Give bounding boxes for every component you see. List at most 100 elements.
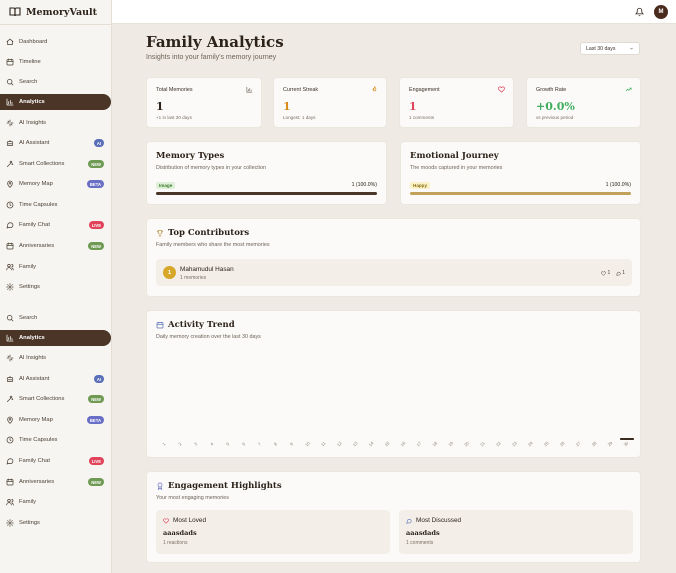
sidebar-item-family-chat[interactable]: Family Chat LIVE bbox=[0, 217, 111, 233]
sidebar-item-ai-assistant[interactable]: AI Assistant AI bbox=[0, 371, 111, 387]
most-discussed-header: Most Discussed bbox=[406, 517, 461, 524]
chart-tick-label: 13 bbox=[352, 440, 359, 447]
sidebar-item-search[interactable]: Search bbox=[0, 310, 111, 326]
sidebar-item-search[interactable]: Search bbox=[0, 74, 111, 90]
sidebar-item-label: Dashboard bbox=[19, 39, 48, 45]
chart-tick-label: 3 bbox=[193, 441, 199, 447]
section-subtitle: Family members who share the most memori… bbox=[156, 242, 270, 248]
chart-tick-label: 29 bbox=[607, 440, 614, 447]
contributor-row[interactable]: 1 Mahamudul Hasan 1 memories 1 1 bbox=[156, 259, 632, 286]
most-discussed-box[interactable]: Most Discussed aaasdads 1 comments bbox=[399, 510, 633, 554]
sidebar-item-label: AI Insights bbox=[19, 355, 47, 361]
users-icon bbox=[6, 263, 14, 271]
sparkle-icon bbox=[6, 119, 14, 127]
nav-badge: AI bbox=[93, 375, 104, 383]
sidebar-item-label: Analytics bbox=[19, 335, 45, 341]
heart-icon bbox=[163, 517, 169, 524]
type-bar-fill bbox=[156, 192, 377, 195]
brand-name: MemoryVault bbox=[26, 6, 98, 18]
sidebar-item-ai-insights[interactable]: AI Insights bbox=[0, 350, 111, 366]
sidebar-item-ai-insights[interactable]: AI Insights bbox=[0, 115, 111, 131]
sidebar-item-label: Family Chat bbox=[19, 222, 50, 228]
period-select[interactable]: Last 30 days bbox=[580, 42, 640, 55]
activity-trend-card: Activity Trend Daily memory creation ove… bbox=[146, 310, 641, 458]
sidebar-item-family[interactable]: Family bbox=[0, 494, 111, 510]
chart-tick-label: 2 bbox=[177, 441, 183, 447]
chart-tick-label: 6 bbox=[241, 441, 247, 447]
sidebar-item-dashboard[interactable]: Dashboard bbox=[0, 34, 111, 50]
sidebar-item-settings[interactable]: Settings bbox=[0, 515, 111, 531]
calendar-icon bbox=[156, 322, 164, 329]
chart-tick-label: 11 bbox=[320, 440, 327, 447]
type-count: 1 (100.0%) bbox=[351, 182, 377, 188]
stat-sub: +1 in last 30 days bbox=[156, 115, 192, 120]
contributor-stats: 1 1 bbox=[601, 270, 625, 276]
chat-icon bbox=[6, 221, 14, 229]
chart-tick-label: 20 bbox=[463, 440, 470, 447]
sidebar-item-label: Anniversaries bbox=[19, 243, 55, 249]
chart-bar bbox=[620, 438, 634, 440]
sidebar-item-anniversaries[interactable]: Anniversaries NEW bbox=[0, 474, 111, 490]
brand[interactable]: MemoryVault bbox=[9, 5, 97, 19]
bar-chart-icon bbox=[6, 334, 14, 342]
top-contributors-card: Top Contributors Family members who shar… bbox=[146, 218, 641, 297]
sidebar-item-label: Smart Collections bbox=[19, 161, 65, 167]
stat-label: Total Memories bbox=[156, 87, 193, 93]
stat-card-engagement: Engagement 1 1 comments bbox=[399, 77, 514, 128]
trend-up-icon bbox=[625, 87, 632, 92]
nav-badge: AI bbox=[93, 139, 104, 147]
emotional-journey-card: Emotional Journey The moods captured in … bbox=[400, 141, 641, 205]
nav-badge: NEW bbox=[88, 242, 104, 250]
sidebar-item-label: Family bbox=[19, 499, 37, 505]
mood-count: 1 (100.0%) bbox=[605, 182, 631, 188]
sidebar-item-memory-map[interactable]: Memory Map BETA bbox=[0, 412, 111, 428]
section-title-text: Engagement Highlights bbox=[168, 481, 282, 491]
contributor-name: Mahamudul Hasan bbox=[180, 266, 234, 273]
sidebar-item-smart-collections[interactable]: Smart Collections NEW bbox=[0, 156, 111, 172]
chart-tick-label: 18 bbox=[431, 440, 438, 447]
sidebar-item-memory-map[interactable]: Memory Map BETA bbox=[0, 176, 111, 192]
sidebar-item-ai-assistant[interactable]: AI Assistant AI bbox=[0, 135, 111, 151]
sidebar-item-time-capsules[interactable]: Time Capsules bbox=[0, 432, 111, 448]
heart-icon bbox=[601, 270, 607, 276]
sidebar-item-anniversaries[interactable]: Anniversaries NEW bbox=[0, 238, 111, 254]
chart-tick-label: 1 bbox=[161, 441, 167, 447]
sidebar-item-label: Search bbox=[19, 315, 38, 321]
nav-badge: NEW bbox=[88, 395, 104, 403]
clock-icon bbox=[6, 201, 14, 209]
sidebar-item-smart-collections[interactable]: Smart Collections NEW bbox=[0, 391, 111, 407]
chat-icon bbox=[616, 271, 621, 276]
sidebar-item-settings[interactable]: Settings bbox=[0, 279, 111, 295]
flame-icon bbox=[372, 86, 377, 92]
users-icon bbox=[6, 498, 14, 506]
calendar-icon bbox=[6, 58, 14, 66]
sidebar-item-timeline[interactable]: Timeline bbox=[0, 54, 111, 70]
page-title: Family Analytics bbox=[146, 33, 284, 51]
chart-tick-label: 22 bbox=[495, 440, 502, 447]
nav-badge: BETA bbox=[86, 416, 104, 424]
sidebar-item-family-chat[interactable]: Family Chat LIVE bbox=[0, 453, 111, 469]
sidebar-item-label: Analytics bbox=[19, 99, 45, 105]
chart-tick-label: 15 bbox=[384, 440, 391, 447]
chart-tick-label: 14 bbox=[368, 440, 375, 447]
sidebar-item-analytics[interactable]: Analytics bbox=[0, 94, 111, 110]
avatar[interactable]: M bbox=[654, 5, 668, 19]
chart-tick-label: 30 bbox=[623, 440, 630, 447]
section-subtitle: Your most engaging memories bbox=[156, 495, 229, 501]
section-subtitle: The moods captured in your memories bbox=[410, 165, 503, 171]
stat-value: 1 bbox=[156, 100, 164, 113]
bar-chart-icon bbox=[246, 86, 253, 93]
sidebar-item-label: AI Assistant bbox=[19, 140, 50, 146]
sidebar-item-family[interactable]: Family bbox=[0, 259, 111, 275]
most-loved-box[interactable]: Most Loved aaasdads 1 reactions bbox=[156, 510, 390, 554]
sidebar-item-time-capsules[interactable]: Time Capsules bbox=[0, 197, 111, 213]
most-discussed-title: aaasdads bbox=[406, 529, 440, 537]
type-tag: Image bbox=[156, 182, 176, 189]
calendar-icon bbox=[6, 242, 14, 250]
most-loved-header: Most Loved bbox=[163, 517, 206, 524]
chart-tick-label: 24 bbox=[527, 440, 534, 447]
sidebar-item-analytics[interactable]: Analytics bbox=[0, 330, 111, 346]
chart-tick-label: 7 bbox=[257, 441, 263, 447]
sidebar-item-label: Anniversaries bbox=[19, 479, 55, 485]
bell-icon[interactable] bbox=[635, 7, 644, 17]
